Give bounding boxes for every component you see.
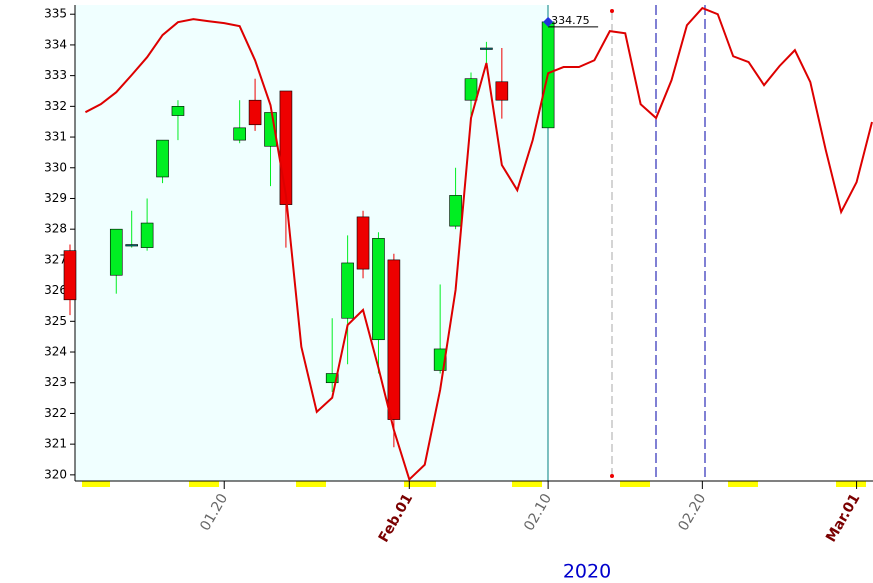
- y-tick-label: 323: [44, 375, 67, 389]
- x-tick-label: Feb.01: [376, 491, 417, 545]
- x-tick-label: 01.20: [197, 491, 231, 534]
- candle-body: [325, 373, 339, 384]
- last-price-label: 334.75: [551, 14, 590, 27]
- x-tick-label: 02.20: [675, 491, 709, 534]
- y-tick-label: 331: [44, 130, 67, 144]
- candle-body: [495, 81, 509, 101]
- y-tick-label: 333: [44, 68, 67, 82]
- marker-dot: [610, 9, 614, 13]
- candle-body: [464, 78, 478, 101]
- y-tick-label: 330: [44, 160, 67, 174]
- last-price-marker: [543, 16, 554, 27]
- y-tick-label: 329: [44, 191, 67, 205]
- candle-body: [449, 195, 462, 227]
- y-tick-label: 332: [44, 99, 67, 113]
- candle-body: [248, 99, 262, 126]
- candle-body: [140, 222, 154, 248]
- y-tick-label: 322: [44, 406, 67, 420]
- candle-body: [156, 139, 169, 178]
- weekend-markers: [82, 481, 866, 487]
- candle-body: [171, 106, 185, 116]
- y-tick-label: 335: [44, 7, 67, 21]
- y-tick-label: 328: [44, 222, 67, 236]
- candle-body: [372, 238, 385, 341]
- y-tick-label: 334: [44, 37, 67, 51]
- candle-body: [279, 90, 293, 205]
- candle-body: [341, 262, 354, 319]
- y-tick-label: 324: [44, 345, 67, 359]
- y-tick-label: 327: [44, 252, 67, 266]
- x-axis-label: 2020: [563, 561, 611, 583]
- marker-dot: [610, 474, 614, 478]
- x-tick-label: 02.10: [521, 491, 555, 534]
- line: [84, 6, 873, 482]
- candle-body: [356, 216, 370, 270]
- y-tick-label: 320: [44, 467, 67, 481]
- y-tick-label: 326: [44, 283, 67, 297]
- candle-body: [387, 259, 401, 420]
- candle-body: [63, 250, 77, 301]
- candle-body: [109, 228, 123, 276]
- y-tick-label: 325: [44, 314, 67, 328]
- candle-body: [125, 244, 138, 247]
- candle-body: [233, 127, 246, 141]
- candle-body: [480, 47, 493, 50]
- x-tick-label: Mar.01: [823, 491, 863, 545]
- y-tick-label: 321: [44, 437, 67, 451]
